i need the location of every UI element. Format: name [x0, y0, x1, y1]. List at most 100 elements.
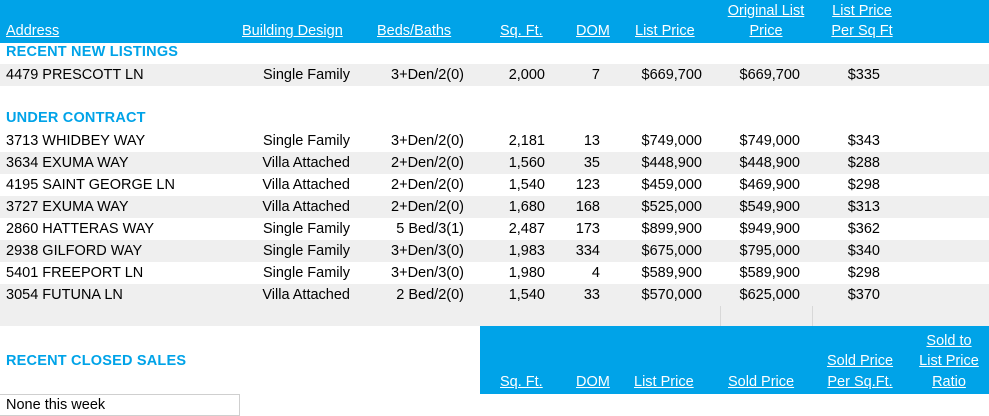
- cell-dom: 35: [583, 155, 600, 171]
- cell-building-design: Villa Attached: [262, 177, 350, 193]
- closed-header-sold-price-per-sqft-line2[interactable]: Per Sq.Ft.: [827, 374, 893, 390]
- cell-list-price: $525,000: [641, 199, 702, 215]
- cell-list-price-per-sqft: $313: [847, 199, 880, 215]
- cell-building-design: Single Family: [262, 133, 350, 149]
- cell-list-price: $749,000: [641, 133, 702, 149]
- cell-original-list-price: $549,900: [739, 199, 800, 215]
- cell-sqft: 1,680: [508, 199, 545, 215]
- cell-list-price-per-sqft: $288: [847, 155, 880, 171]
- cell-beds-baths: 3+Den/2(0): [391, 133, 464, 149]
- table-row[interactable]: 2860 HATTERAS WAY Single Family 5 Bed/3(1)…: [0, 218, 989, 240]
- cell-building-design: Villa Attached: [262, 199, 350, 215]
- closed-header-sqft[interactable]: Sq. Ft.: [500, 374, 543, 390]
- cell-dom: 334: [575, 243, 600, 259]
- closed-sales-note-text: None this week: [6, 397, 106, 413]
- cell-sqft: 1,540: [508, 287, 545, 303]
- header-building-design[interactable]: Building Design: [242, 23, 343, 39]
- table-row[interactable]: 3634 EXUMA WAY Villa Attached 2+Den/2(0) 1,…: [0, 152, 989, 174]
- table-row[interactable]: 3713 WHIDBEY WAY Single Family 3+Den/2(0) 2…: [0, 130, 989, 152]
- cell-building-design: Single Family: [262, 221, 350, 237]
- closed-header-sold-price[interactable]: Sold Price: [728, 374, 795, 390]
- cell-list-price: $459,000: [641, 177, 702, 193]
- cell-list-price-per-sqft: $298: [847, 265, 880, 281]
- table-row[interactable]: 4195 SAINT GEORGE LN Villa Attached 2+Den/…: [0, 174, 989, 196]
- cell-beds-baths: 5 Bed/3(1): [396, 221, 464, 237]
- table-row[interactable]: 2938 GILFORD WAY Single Family 3+Den/3(0) 1…: [0, 240, 989, 262]
- cell-list-price-per-sqft: $298: [847, 177, 880, 193]
- header-list-price-per-sqft-line1[interactable]: List Price: [832, 3, 892, 19]
- cell-address: 5401 FREEPORT LN: [6, 265, 144, 281]
- cell-beds-baths: 2+Den/2(0): [391, 155, 464, 171]
- closed-sales-note[interactable]: None this week: [0, 394, 240, 416]
- cell-building-design: Single Family: [262, 265, 350, 281]
- cell-list-price: $669,700: [641, 67, 702, 83]
- table-row[interactable]: 3727 EXUMA WAY Villa Attached 2+Den/2(0) 1,…: [0, 196, 989, 218]
- cell-address: 2938 GILFORD WAY: [6, 243, 143, 259]
- cell-dom: 33: [583, 287, 600, 303]
- header-dom[interactable]: DOM: [576, 23, 610, 39]
- cell-dom: 4: [591, 265, 600, 281]
- empty-row: [0, 306, 989, 326]
- cell-address: 3054 FUTUNA LN: [6, 287, 123, 303]
- header-original-list-price-line2[interactable]: Price: [749, 23, 783, 39]
- header-beds-baths[interactable]: Beds/Baths: [377, 23, 452, 39]
- closed-header-dom[interactable]: DOM: [576, 374, 610, 390]
- header-address[interactable]: Address: [6, 23, 60, 39]
- section-title-closed-sales: RECENT CLOSED SALES: [6, 353, 187, 369]
- cell-divider: [812, 306, 813, 326]
- column-header-row: Address Building Design Beds/Baths Sq. F…: [0, 0, 989, 43]
- section-title-new-listings: RECENT NEW LISTINGS: [6, 44, 179, 60]
- table-row[interactable]: 3054 FUTUNA LN Villa Attached 2 Bed/2(0) 1,…: [0, 284, 989, 306]
- cell-divider: [720, 306, 721, 326]
- cell-dom: 123: [575, 177, 600, 193]
- cell-address: 3634 EXUMA WAY: [6, 155, 129, 171]
- cell-list-price-per-sqft: $335: [847, 67, 880, 83]
- cell-original-list-price: $795,000: [739, 243, 800, 259]
- closed-header-ratio-line3[interactable]: Ratio: [932, 374, 966, 390]
- closed-header-list-price[interactable]: List Price: [634, 374, 694, 390]
- cell-dom: 7: [591, 67, 600, 83]
- header-sqft[interactable]: Sq. Ft.: [500, 23, 543, 39]
- cell-sqft: 1,540: [508, 177, 545, 193]
- cell-list-price: $448,900: [641, 155, 702, 171]
- cell-list-price: $589,900: [641, 265, 702, 281]
- cell-dom: 13: [583, 133, 600, 149]
- cell-address: 3727 EXUMA WAY: [6, 199, 129, 215]
- cell-sqft: 1,560: [508, 155, 545, 171]
- cell-original-list-price: $448,900: [739, 155, 800, 171]
- section-title-under-contract: UNDER CONTRACT: [6, 110, 146, 126]
- closed-header-ratio-line1[interactable]: Sold to: [926, 333, 972, 349]
- cell-original-list-price: $949,900: [739, 221, 800, 237]
- cell-original-list-price: $749,000: [739, 133, 800, 149]
- cell-original-list-price: $469,900: [739, 177, 800, 193]
- cell-original-list-price: $669,700: [739, 67, 800, 83]
- cell-list-price-per-sqft: $343: [847, 133, 880, 149]
- closed-sales-header-block: Sq. Ft. DOM List Price Sold Price Sold P…: [480, 326, 989, 394]
- cell-beds-baths: 2+Den/2(0): [391, 177, 464, 193]
- closed-header-sold-price-per-sqft-line1[interactable]: Sold Price: [826, 353, 894, 369]
- cell-list-price-per-sqft: $370: [847, 287, 880, 303]
- cell-list-price: $675,000: [641, 243, 702, 259]
- cell-beds-baths: 2+Den/2(0): [391, 199, 464, 215]
- cell-building-design: Single Family: [262, 67, 350, 83]
- cell-sqft: 1,983: [508, 243, 545, 259]
- header-list-price[interactable]: List Price: [635, 23, 695, 39]
- cell-beds-baths: 3+Den/3(0): [391, 243, 464, 259]
- cell-sqft: 1,980: [508, 265, 545, 281]
- cell-building-design: Villa Attached: [262, 155, 350, 171]
- cell-dom: 168: [575, 199, 600, 215]
- cell-address: 4195 SAINT GEORGE LN: [6, 177, 175, 193]
- cell-beds-baths: 3+Den/3(0): [391, 265, 464, 281]
- cell-building-design: Single Family: [262, 243, 350, 259]
- cell-list-price-per-sqft: $362: [847, 221, 880, 237]
- cell-list-price-per-sqft: $340: [847, 243, 880, 259]
- cell-beds-baths: 2 Bed/2(0): [396, 287, 464, 303]
- cell-sqft: 2,000: [508, 67, 545, 83]
- header-list-price-per-sqft-line2[interactable]: Per Sq Ft: [831, 23, 893, 39]
- table-row[interactable]: 5401 FREEPORT LN Single Family 3+Den/3(0) 1…: [0, 262, 989, 284]
- cell-list-price: $899,900: [641, 221, 702, 237]
- cell-building-design: Villa Attached: [262, 287, 350, 303]
- table-row[interactable]: 4479 PRESCOTT LN Single Family 3+Den/2(0) 2…: [0, 64, 989, 86]
- header-original-list-price-line1[interactable]: Original List: [727, 3, 805, 19]
- closed-header-ratio-line2[interactable]: List Price: [919, 353, 979, 369]
